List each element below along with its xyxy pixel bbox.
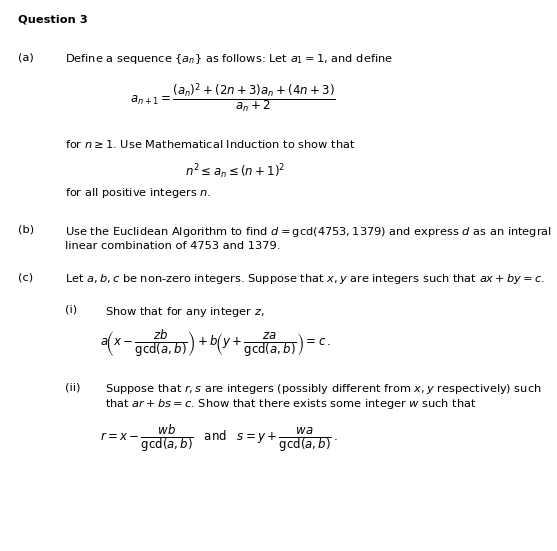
Text: Let $a, b, c$ be non-zero integers. Suppose that $x, y$ are integers such that $: Let $a, b, c$ be non-zero integers. Supp… [65, 272, 545, 286]
Text: for all positive integers $n$.: for all positive integers $n$. [65, 186, 211, 200]
Text: (i): (i) [65, 305, 77, 315]
Text: Show that for any integer $z$,: Show that for any integer $z$, [105, 305, 265, 319]
Text: $a_{n+1} = \dfrac{(a_n)^2 + (2n+3)a_n + (4n+3)}{a_n + 2}$: $a_{n+1} = \dfrac{(a_n)^2 + (2n+3)a_n + … [130, 82, 336, 116]
Text: (b): (b) [18, 225, 34, 235]
Text: Define a sequence $\{a_n\}$ as follows: Let $a_1 = 1$, and define: Define a sequence $\{a_n\}$ as follows: … [65, 52, 393, 66]
Text: $n^2 \leq a_n \leq (n+1)^2$: $n^2 \leq a_n \leq (n+1)^2$ [185, 162, 285, 181]
Text: (ii): (ii) [65, 382, 80, 392]
Text: (a): (a) [18, 52, 34, 62]
Text: $r = x - \dfrac{wb}{\mathrm{gcd}(a,b)}$ $\;$ and $\;$ $s = y + \dfrac{wa}{\mathr: $r = x - \dfrac{wb}{\mathrm{gcd}(a,b)}$ … [100, 423, 338, 453]
Text: for $n \geq 1$. Use Mathematical Induction to show that: for $n \geq 1$. Use Mathematical Inducti… [65, 138, 355, 150]
Text: that $ar + bs = c$. Show that there exists some integer $w$ such that: that $ar + bs = c$. Show that there exis… [105, 397, 477, 411]
Text: linear combination of 4753 and 1379.: linear combination of 4753 and 1379. [65, 241, 280, 251]
Text: Suppose that $r, s$ are integers (possibly different from $x, y$ respectively) s: Suppose that $r, s$ are integers (possib… [105, 382, 541, 396]
Text: $a\!\left(x - \dfrac{zb}{\mathrm{gcd}(a,b)}\right) + b\!\left(y + \dfrac{za}{\ma: $a\!\left(x - \dfrac{zb}{\mathrm{gcd}(a,… [100, 328, 331, 359]
Text: (c): (c) [18, 272, 33, 282]
Text: Question 3: Question 3 [18, 14, 88, 24]
Text: Use the Euclidean Algorithm to find $d = \mathrm{gcd}(4753,1379)$ and express $d: Use the Euclidean Algorithm to find $d =… [65, 225, 552, 239]
